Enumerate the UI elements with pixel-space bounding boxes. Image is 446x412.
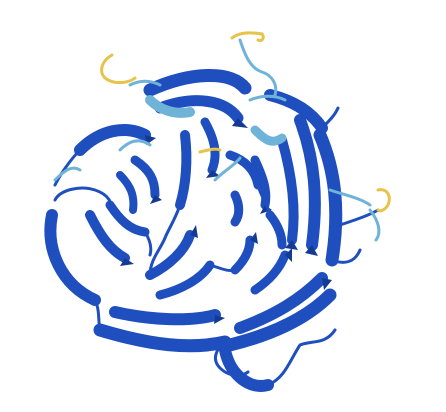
loop <box>338 208 380 227</box>
inner-strand-3 <box>225 150 263 190</box>
blade-right-strand <box>294 114 321 251</box>
light-loop <box>53 166 82 182</box>
inner-strand-7 <box>145 230 195 280</box>
blade-lower-right-2 <box>234 272 328 334</box>
inner-strand-13 <box>116 171 138 214</box>
light-loop <box>248 94 287 102</box>
blade-bottom-base <box>219 344 274 392</box>
loop <box>213 340 250 377</box>
inner-strand-2 <box>200 117 220 175</box>
loop <box>256 183 272 217</box>
blade-bottom-outer <box>93 323 232 353</box>
inner-strand-8 <box>155 260 215 300</box>
inner-strand-5 <box>85 210 130 263</box>
arrowhead <box>190 225 198 238</box>
inner-strand-14 <box>230 190 244 227</box>
arrowhead <box>250 232 258 244</box>
light-loop <box>128 79 162 87</box>
blade-left-outer <box>44 209 101 306</box>
yellow-loops <box>100 31 391 213</box>
blade-left-strand <box>74 124 151 156</box>
loop <box>93 298 102 332</box>
inner-strand-11 <box>265 210 287 250</box>
arrowhead <box>260 205 272 214</box>
inner-strand-6 <box>105 200 150 237</box>
blade-top-strand-2 <box>154 95 244 124</box>
yellow-loop-top <box>230 31 264 40</box>
yellow-loop-top-small <box>256 32 265 42</box>
arrowhead <box>214 315 225 324</box>
blade-lower-right <box>223 288 337 352</box>
loop <box>208 263 237 272</box>
light-loop <box>213 156 242 182</box>
connecting-loops <box>53 106 380 387</box>
inner-strand-12 <box>130 155 160 200</box>
light-blue-segments <box>53 38 381 242</box>
loop <box>53 186 113 207</box>
arrowhead <box>206 170 220 178</box>
arrowhead <box>305 245 318 256</box>
inner-strand-9 <box>230 235 255 275</box>
arrowhead <box>285 248 292 262</box>
loop <box>266 328 337 387</box>
blade-right-strand-2 <box>277 135 299 245</box>
light-loop <box>328 188 372 207</box>
light-loop <box>118 139 152 152</box>
inner-strand-1 <box>175 130 192 210</box>
light-strand <box>145 95 195 118</box>
arrowhead <box>232 118 248 128</box>
yellow-loop-top-left <box>100 53 137 85</box>
light-loop <box>238 38 278 97</box>
arrowhead <box>120 258 134 266</box>
inner-strand-10 <box>250 250 290 295</box>
loop <box>148 203 182 277</box>
arrowhead <box>150 195 162 204</box>
blade-top-strand <box>143 68 252 97</box>
light-strand <box>250 125 287 146</box>
yellow-loop-right <box>376 188 391 213</box>
arrowhead <box>285 240 298 250</box>
blade-bottom-strand <box>109 306 221 326</box>
loop <box>330 248 362 264</box>
blade-right-outer <box>313 128 343 267</box>
yellow-loop-center <box>198 147 222 154</box>
loop <box>320 106 340 130</box>
arrowhead <box>322 278 332 290</box>
loop <box>53 148 82 187</box>
loop <box>143 230 153 257</box>
light-loop <box>368 208 381 242</box>
inner-beta-strands <box>85 117 290 300</box>
